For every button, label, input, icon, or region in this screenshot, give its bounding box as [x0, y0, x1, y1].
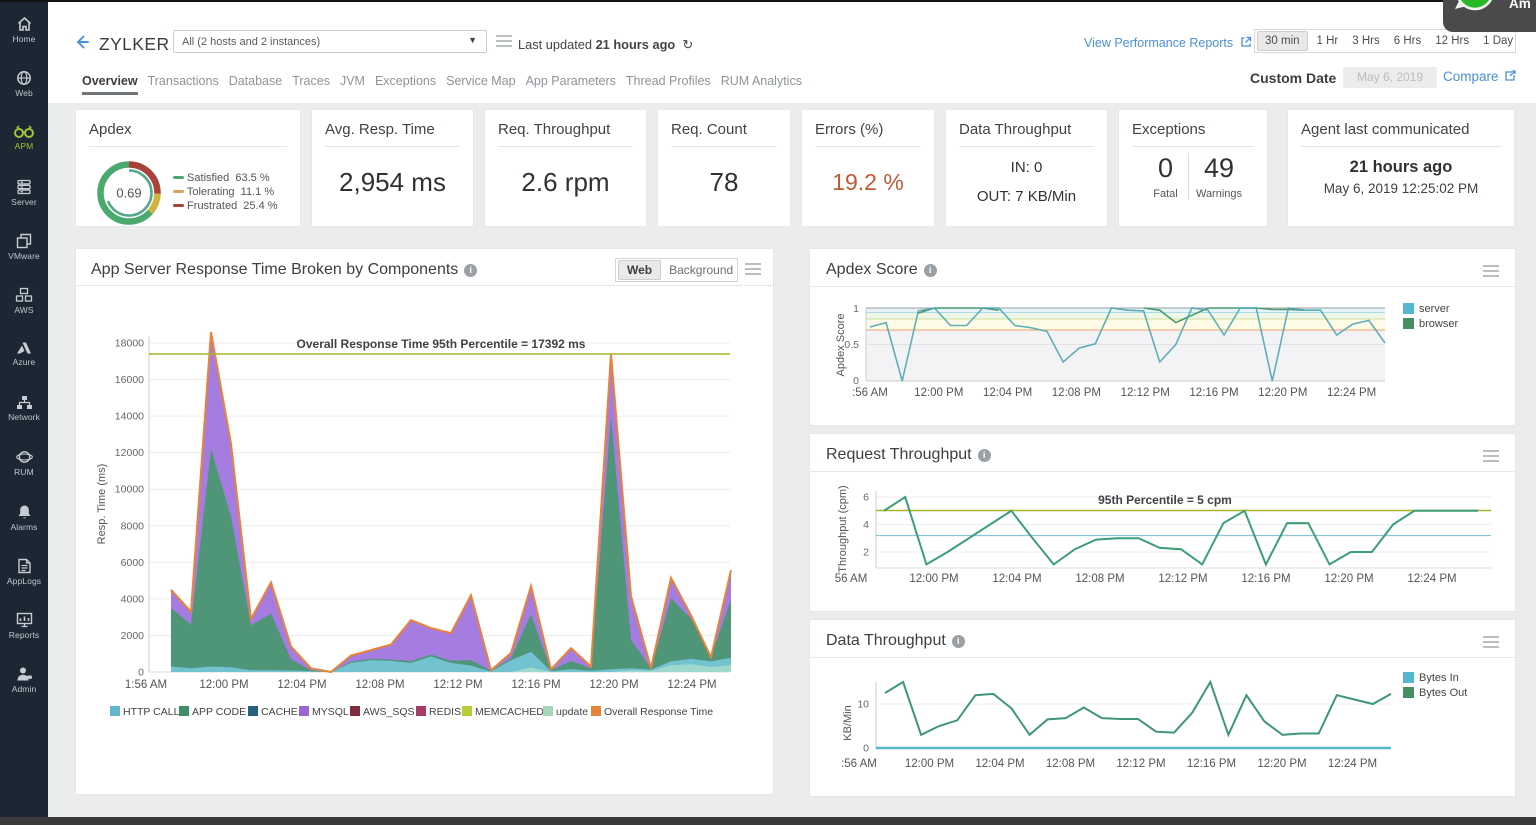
- svg-text:12:00 PM: 12:00 PM: [909, 573, 958, 585]
- svg-text:1:56 AM: 1:56 AM: [125, 679, 167, 691]
- svg-text:95th Percentile = 5 cpm: 95th Percentile = 5 cpm: [1098, 493, 1232, 507]
- svg-text:AWS_SQS: AWS_SQS: [363, 706, 415, 718]
- svg-text:4000: 4000: [121, 593, 145, 605]
- svg-text:12:12 PM: 12:12 PM: [1158, 573, 1207, 585]
- svg-text:8000: 8000: [121, 520, 145, 532]
- svg-text:Resp. Time (ms): Resp. Time (ms): [96, 464, 108, 545]
- svg-text:12:00 PM: 12:00 PM: [905, 758, 954, 770]
- svg-text:12:12 PM: 12:12 PM: [1121, 387, 1170, 399]
- svg-text:6000: 6000: [121, 557, 145, 569]
- svg-text:12:08 PM: 12:08 PM: [355, 679, 404, 691]
- svg-text:12:00 PM: 12:00 PM: [199, 679, 248, 691]
- svg-text:0: 0: [863, 743, 869, 755]
- svg-text:12:20 PM: 12:20 PM: [589, 679, 638, 691]
- svg-text:12:12 PM: 12:12 PM: [433, 679, 482, 691]
- svg-text:APP CODE: APP CODE: [192, 706, 246, 718]
- svg-text:KB/Min: KB/Min: [842, 705, 854, 740]
- svg-text:12:20 PM: 12:20 PM: [1257, 758, 1306, 770]
- svg-text:REDIS: REDIS: [429, 706, 461, 718]
- svg-text:0: 0: [138, 667, 144, 679]
- svg-text:12:04 PM: 12:04 PM: [277, 679, 326, 691]
- svg-text:12:08 PM: 12:08 PM: [1046, 758, 1095, 770]
- svg-text:12:08 PM: 12:08 PM: [1075, 573, 1124, 585]
- svg-text:0: 0: [853, 375, 859, 387]
- svg-text:12:24 PM: 12:24 PM: [1407, 573, 1456, 585]
- svg-text:12:24 PM: 12:24 PM: [1328, 758, 1377, 770]
- svg-text:MYSQL: MYSQL: [312, 706, 349, 718]
- svg-text:12:04 PM: 12:04 PM: [992, 573, 1041, 585]
- svg-text:Apdex Score: Apdex Score: [835, 314, 847, 377]
- svg-text:6: 6: [863, 492, 869, 504]
- svg-text:12:12 PM: 12:12 PM: [1116, 758, 1165, 770]
- svg-text:10000: 10000: [115, 484, 144, 496]
- svg-text:18000: 18000: [115, 338, 144, 350]
- svg-text::56 AM: :56 AM: [852, 387, 888, 399]
- svg-text:12:16 PM: 12:16 PM: [1241, 573, 1290, 585]
- svg-text:16000: 16000: [115, 374, 144, 386]
- svg-text:12:08 PM: 12:08 PM: [1052, 387, 1101, 399]
- svg-text:1: 1: [853, 303, 859, 315]
- svg-text:2: 2: [863, 547, 869, 559]
- svg-text:4: 4: [863, 519, 869, 531]
- svg-text:Overall Response Time 95th Per: Overall Response Time 95th Percentile = …: [297, 337, 586, 351]
- svg-text:HTTP CALL: HTTP CALL: [123, 706, 180, 718]
- svg-text::56 AM: :56 AM: [841, 758, 877, 770]
- svg-text:update: update: [556, 706, 588, 718]
- svg-text:14000: 14000: [115, 411, 144, 423]
- svg-text:12:00 PM: 12:00 PM: [914, 387, 963, 399]
- svg-text:12:04 PM: 12:04 PM: [983, 387, 1032, 399]
- svg-text:12:24 PM: 12:24 PM: [667, 679, 716, 691]
- svg-text:12:20 PM: 12:20 PM: [1258, 387, 1307, 399]
- svg-text:12:20 PM: 12:20 PM: [1324, 573, 1373, 585]
- svg-text:56 AM: 56 AM: [835, 573, 868, 585]
- svg-text:Overall Response Time: Overall Response Time: [604, 706, 713, 718]
- svg-text:Bytes Out: Bytes Out: [1419, 687, 1467, 699]
- svg-text:CACHE: CACHE: [261, 706, 298, 718]
- svg-text:browser: browser: [1419, 318, 1458, 330]
- svg-text:12:04 PM: 12:04 PM: [975, 758, 1024, 770]
- svg-text:0.69: 0.69: [116, 186, 141, 201]
- svg-text:12:16 PM: 12:16 PM: [1189, 387, 1238, 399]
- svg-text:MEMCACHED: MEMCACHED: [475, 706, 544, 718]
- svg-text:0.5: 0.5: [844, 339, 859, 351]
- svg-text:12000: 12000: [115, 447, 144, 459]
- svg-text:Throughput (cpm): Throughput (cpm): [837, 485, 849, 572]
- svg-text:2000: 2000: [121, 630, 145, 642]
- svg-text:10: 10: [857, 699, 869, 711]
- svg-text:12:16 PM: 12:16 PM: [1187, 758, 1236, 770]
- svg-text:12:24 PM: 12:24 PM: [1327, 387, 1376, 399]
- svg-text:12:16 PM: 12:16 PM: [511, 679, 560, 691]
- svg-text:server: server: [1419, 303, 1450, 315]
- svg-text:Bytes In: Bytes In: [1419, 672, 1459, 684]
